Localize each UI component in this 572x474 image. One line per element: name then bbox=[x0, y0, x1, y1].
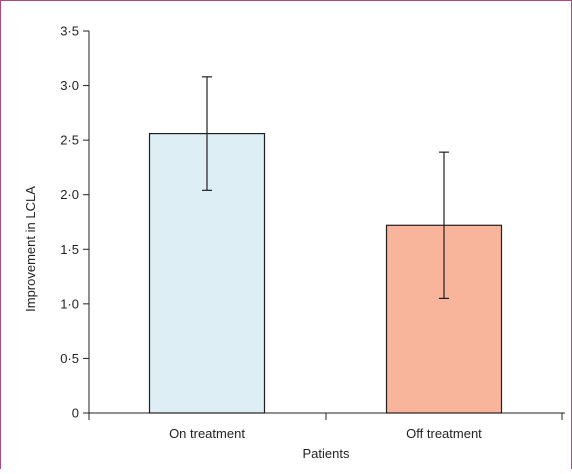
y-tick-label: 1·0 bbox=[60, 296, 79, 311]
y-tick-label: 2·0 bbox=[60, 187, 79, 202]
y-tick-label: 0 bbox=[72, 406, 79, 421]
y-tick-label: 2·5 bbox=[60, 133, 79, 148]
category-label: On treatment bbox=[169, 426, 245, 441]
plot-area: 0 0·5 1·0 1·5 2·0 2·5 3·0 3·5 On treatment Off tr… bbox=[60, 24, 565, 441]
y-tick-label: 1·5 bbox=[60, 242, 79, 257]
x-axis-title: Patients bbox=[303, 446, 350, 461]
y-tick-label: 0·5 bbox=[60, 351, 79, 366]
category-label: Off treatment bbox=[406, 426, 482, 441]
y-tick-label: 3·5 bbox=[60, 24, 79, 39]
y-axis-title: Improvement in LCLA bbox=[23, 186, 38, 312]
y-tick-label: 3·0 bbox=[60, 78, 79, 93]
